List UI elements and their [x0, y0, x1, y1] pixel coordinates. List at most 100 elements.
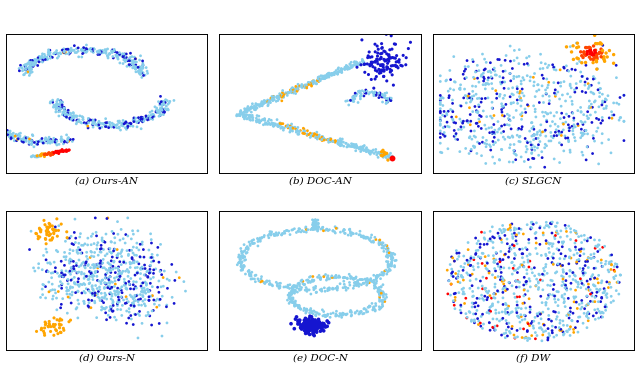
Point — [354, 146, 364, 152]
Point — [374, 291, 385, 298]
Point — [343, 142, 353, 148]
Point — [27, 140, 37, 146]
Point — [287, 124, 298, 130]
Point — [273, 283, 283, 289]
Point — [40, 135, 51, 141]
Point — [323, 228, 333, 234]
Point — [308, 225, 318, 231]
Point — [267, 121, 277, 127]
Point — [141, 113, 151, 119]
Point — [65, 317, 76, 323]
Point — [131, 59, 141, 65]
Point — [337, 311, 347, 317]
Point — [70, 239, 81, 245]
Point — [511, 74, 522, 80]
Point — [601, 292, 611, 298]
Point — [36, 152, 46, 158]
Point — [256, 235, 266, 241]
Point — [492, 72, 502, 78]
Point — [122, 57, 132, 63]
Point — [260, 121, 271, 127]
Point — [20, 65, 31, 71]
Point — [544, 93, 554, 99]
Point — [287, 297, 297, 303]
Point — [125, 50, 136, 56]
Point — [356, 277, 367, 283]
Point — [104, 277, 114, 283]
Point — [385, 96, 395, 102]
Point — [524, 157, 534, 163]
Point — [519, 61, 529, 67]
Point — [435, 128, 445, 134]
Point — [308, 328, 319, 334]
Point — [80, 45, 90, 51]
Point — [296, 285, 307, 291]
Point — [273, 122, 283, 128]
Point — [509, 230, 520, 236]
Point — [27, 138, 37, 144]
Point — [69, 115, 79, 121]
Point — [123, 58, 133, 64]
Point — [374, 296, 385, 302]
Point — [67, 284, 77, 290]
Point — [484, 270, 494, 276]
Point — [125, 312, 136, 318]
Point — [355, 90, 365, 96]
Point — [305, 310, 315, 316]
Point — [374, 66, 384, 72]
Point — [330, 69, 340, 75]
Point — [435, 117, 445, 123]
Point — [529, 131, 540, 138]
Point — [385, 47, 395, 53]
Point — [67, 116, 77, 122]
Point — [520, 335, 530, 341]
Point — [499, 283, 509, 290]
Point — [370, 307, 380, 313]
Point — [316, 288, 326, 294]
Point — [452, 136, 463, 142]
Point — [65, 235, 75, 241]
Point — [506, 100, 516, 106]
Point — [115, 273, 125, 279]
Point — [143, 312, 154, 318]
Point — [288, 295, 298, 301]
Point — [102, 52, 113, 59]
Point — [525, 304, 535, 310]
Point — [131, 66, 141, 72]
Point — [465, 258, 475, 264]
Point — [61, 147, 72, 154]
Point — [38, 328, 49, 334]
Point — [386, 98, 396, 104]
Point — [545, 123, 556, 129]
Point — [549, 156, 559, 162]
Point — [381, 246, 391, 252]
Point — [324, 285, 335, 291]
Point — [609, 274, 619, 280]
Point — [530, 314, 540, 320]
Point — [593, 280, 604, 286]
Point — [476, 323, 486, 329]
Point — [244, 114, 254, 120]
Point — [595, 247, 605, 253]
Point — [358, 145, 368, 151]
Point — [366, 59, 376, 65]
Point — [92, 246, 102, 252]
Point — [374, 288, 385, 294]
Point — [371, 92, 381, 98]
Point — [313, 217, 323, 223]
Point — [154, 289, 164, 295]
Point — [580, 263, 590, 269]
Point — [115, 118, 125, 124]
Point — [59, 106, 69, 112]
Point — [123, 299, 133, 305]
Point — [537, 155, 547, 161]
Point — [40, 151, 51, 157]
Point — [578, 320, 588, 326]
Point — [40, 325, 50, 331]
Point — [48, 226, 58, 232]
Point — [301, 322, 312, 328]
Point — [317, 136, 327, 142]
Point — [309, 321, 319, 327]
Point — [348, 285, 358, 291]
Point — [56, 100, 67, 106]
